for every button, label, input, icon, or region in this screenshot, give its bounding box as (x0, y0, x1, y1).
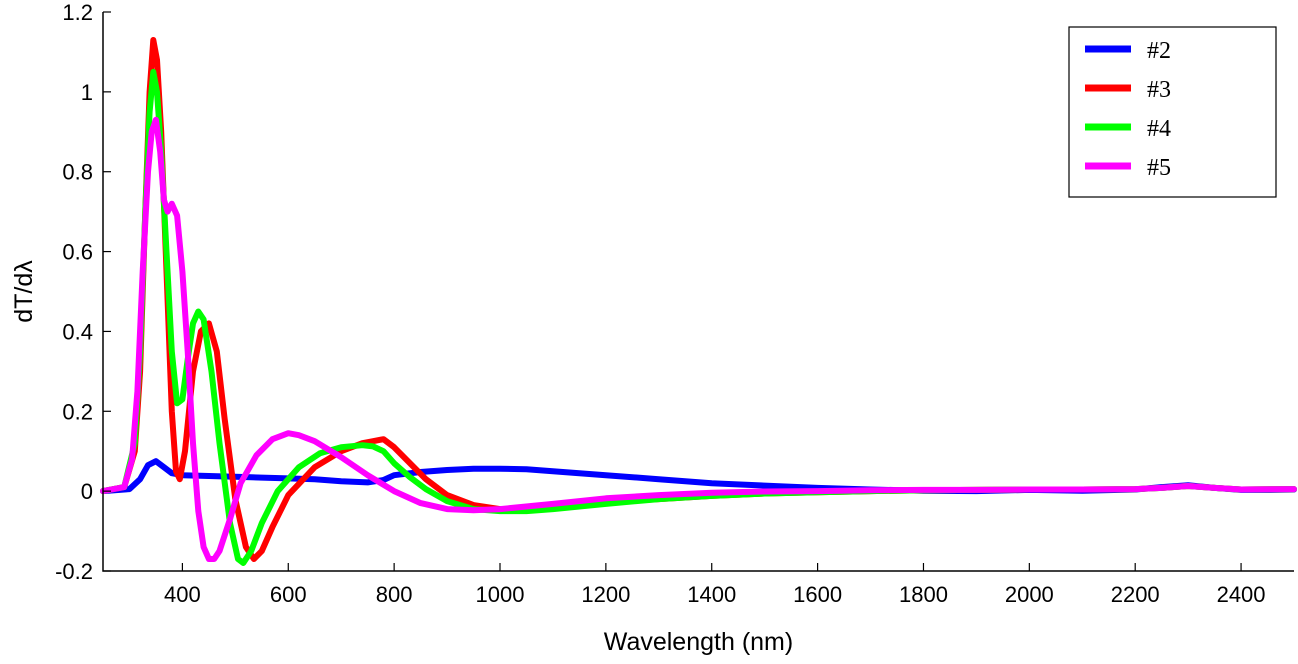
x-tick-label: 1400 (687, 582, 736, 607)
x-tick-label: 1000 (476, 582, 525, 607)
x-axis-title: Wavelength (nm) (604, 628, 793, 656)
y-tick-label: 0.4 (62, 319, 93, 344)
y-axis-title: dT/dλ (10, 260, 38, 323)
legend-label-4: #5 (1147, 155, 1171, 181)
y-tick-label: 0.6 (62, 240, 93, 265)
y-tick-label: 1.2 (62, 0, 93, 25)
y-tick-label: 1 (81, 80, 93, 105)
series-line-4 (100, 116, 1297, 562)
x-tick-label: 800 (376, 582, 413, 607)
x-tick-label: 600 (270, 582, 307, 607)
x-tick-label: 1600 (793, 582, 842, 607)
legend-label-2: #3 (1147, 77, 1171, 103)
y-tick-label: 0 (81, 479, 93, 504)
legend: #2 #3 #4 #5 (1068, 26, 1277, 198)
legend-label-3: #4 (1147, 116, 1171, 142)
x-tick-label: 400 (164, 582, 201, 607)
legend-label-1: #2 (1147, 38, 1171, 64)
x-tick-label: 2000 (1005, 582, 1054, 607)
series-layer (100, 37, 1297, 566)
x-tick-label: 2400 (1217, 582, 1266, 607)
y-axis-ticks: -0.2 0 0.2 0.4 0.6 0.8 1 1.2 (55, 0, 111, 584)
x-tick-label: 1800 (899, 582, 948, 607)
legend-items: #2 #3 #4 #5 (1085, 38, 1171, 181)
axes: 400 600 800 1000 1200 1400 1600 1800 2000 2200 240… (55, 0, 1294, 607)
x-tick-label: 1200 (581, 582, 630, 607)
y-tick-label: 0.8 (62, 160, 93, 185)
x-tick-label: 2200 (1111, 582, 1160, 607)
y-tick-label: 0.2 (62, 399, 93, 424)
x-axis-ticks: 400 600 800 1000 1200 1400 1600 1800 2000 2200 240… (164, 563, 1266, 607)
y-tick-label: -0.2 (55, 559, 93, 584)
